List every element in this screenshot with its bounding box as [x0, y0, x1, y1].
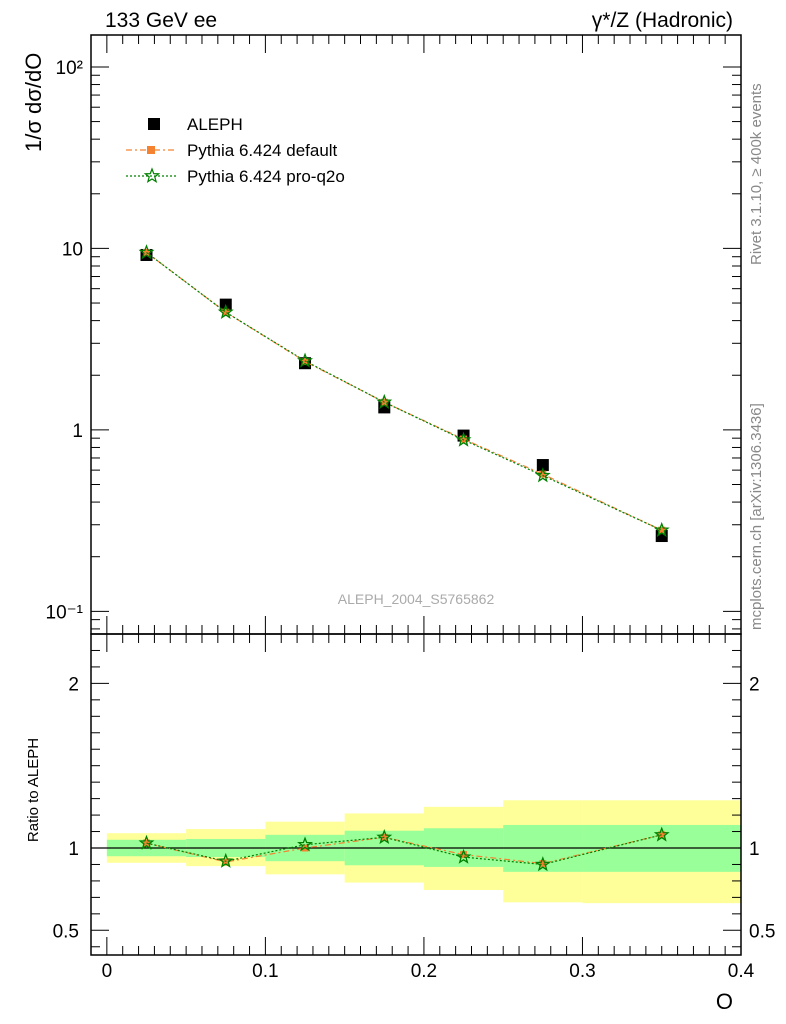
ratio-bands: [106, 800, 741, 904]
data-point-pythia-6-424-default: [222, 308, 230, 316]
legend-marker-proq2o: [143, 167, 161, 184]
data-point-pythia-6-424-default: [460, 435, 468, 443]
series-line-pythia-6-424-default: [146, 252, 662, 531]
header-left: 133 GeV ee: [105, 9, 217, 32]
y-tick-label: 0.5: [53, 921, 79, 942]
y-tick-label: 1: [68, 839, 79, 860]
ratio-point-pythia-6-424-default: [222, 858, 230, 866]
y-tick-label-right: 0.5: [749, 921, 775, 942]
main-ylabel: 1/σ dσ/dO: [21, 53, 46, 152]
data-point-pythia-6-424-default: [658, 526, 666, 534]
data-point-pythia-6-424-pro-q2o: [376, 393, 393, 409]
ratio-point-pythia-6-424-pro-q2o: [653, 826, 670, 842]
y-tick-label-right: 1: [749, 839, 760, 860]
ratio-frame: [90, 633, 742, 956]
ratio-ylabel: Ratio to ALEPH: [25, 738, 42, 842]
ratio-point-pythia-6-424-default: [658, 831, 666, 839]
legend-label-default: Pythia 6.424 default: [187, 141, 338, 160]
x-tick-label: 0.4: [728, 961, 755, 982]
data-point-aleph: [536, 459, 549, 472]
x-tick-label: 0.2: [411, 961, 437, 982]
ratio-line-pythia-6-424-pro-q2o: [146, 834, 662, 866]
y-tick-label: 2: [68, 674, 79, 695]
y-tick-label: 1: [72, 421, 83, 442]
analysis-watermark: ALEPH_2004_S5765862: [338, 591, 495, 607]
data-point-pythia-6-424-default: [142, 248, 150, 256]
y-tick-label: 10: [62, 239, 83, 260]
y-tick-label: 10²: [56, 58, 83, 79]
ratio-point-pythia-6-424-pro-q2o: [534, 856, 551, 872]
data-point-pythia-6-424-pro-q2o: [217, 303, 234, 319]
y-tick-label-right: 2: [749, 674, 760, 695]
data-point-pythia-6-424-pro-q2o: [455, 431, 472, 447]
mcplots-label: mcplots.cern.ch [arXiv:1306.3436]: [748, 403, 765, 630]
data-point-pythia-6-424-pro-q2o: [653, 521, 670, 537]
legend-label-proq2o: Pythia 6.424 pro-q2o: [187, 167, 345, 186]
rivet-label: Rivet 3.1.10, ≥ 400k events: [748, 83, 765, 265]
data-point-pythia-6-424-pro-q2o: [297, 352, 313, 368]
ratio-panel: 0 0.1 0.2 0.3 0.4 0.5 0.5 1 1 2 2: [53, 633, 775, 982]
legend: ALEPH Pythia 6.424 default Pythia 6.424 …: [126, 115, 345, 186]
ratio-point-pythia-6-424-default: [460, 851, 468, 859]
x-tick-label: 0.3: [569, 961, 595, 982]
data-point-pythia-6-424-default: [539, 470, 547, 478]
ratio-point-pythia-6-424-pro-q2o: [376, 828, 393, 845]
data-point-pythia-6-424-pro-q2o: [138, 244, 155, 260]
series-line-pythia-6-424-pro-q2o: [146, 252, 662, 531]
y-tick-label: 10⁻¹: [46, 602, 84, 623]
header-right: γ*/Z (Hadronic): [592, 9, 733, 32]
ratio-point-pythia-6-424-pro-q2o: [138, 834, 155, 850]
legend-label-aleph: ALEPH: [187, 115, 243, 134]
ratio-point-pythia-6-424-pro-q2o: [297, 836, 313, 852]
ratio-point-pythia-6-424-pro-q2o: [217, 852, 234, 868]
x-tick-label: 0.1: [252, 961, 278, 982]
legend-marker-aleph: [148, 118, 160, 130]
main-panel: 10⁻¹ 1 10 10²: [46, 34, 742, 635]
ratio-point-pythia-6-424-default: [539, 860, 547, 868]
ratio-point-pythia-6-424-default: [142, 839, 150, 847]
ratio-point-pythia-6-424-pro-q2o: [455, 848, 472, 864]
x-tick-label: 0: [102, 961, 113, 982]
legend-marker-default: [147, 146, 155, 154]
data-point-pythia-6-424-pro-q2o: [534, 467, 551, 483]
ratio-xlabel: O: [716, 989, 733, 1014]
